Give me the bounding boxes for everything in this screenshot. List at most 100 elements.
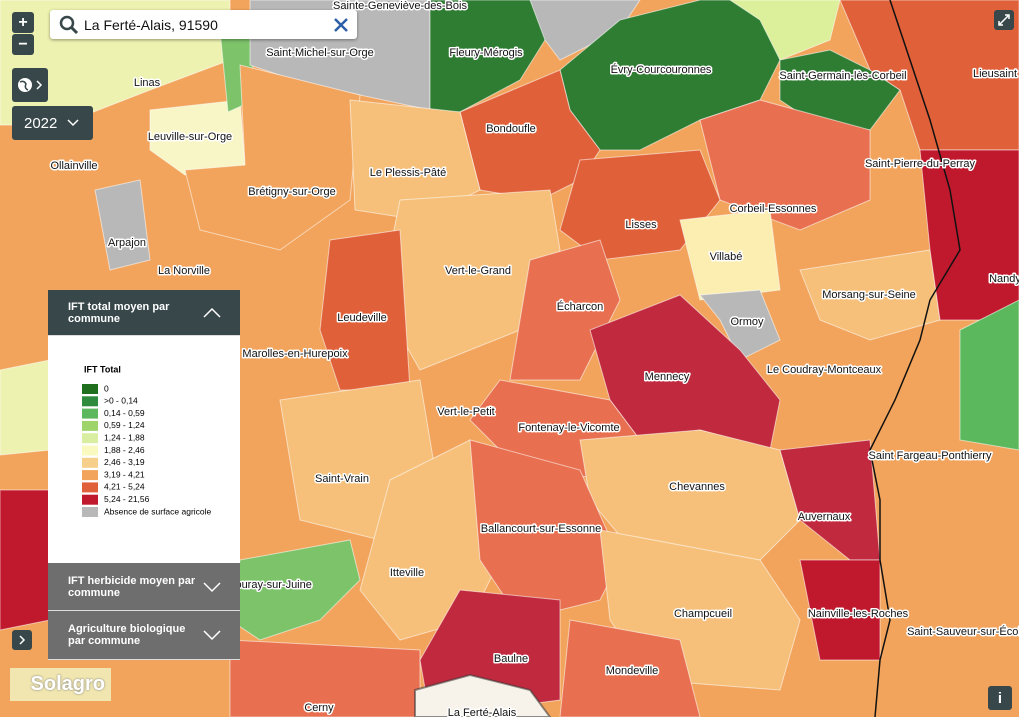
globe-icon bbox=[18, 78, 43, 92]
commune-label: Leuville-sur-Orge bbox=[148, 131, 232, 143]
legend-label: 3,19 - 4,21 bbox=[104, 469, 145, 479]
legend: IFT Total 0 >0 - 0,14 0,14 - 0,59 0,59 - 1,2… bbox=[48, 336, 240, 563]
chevron bbox=[203, 307, 221, 318]
panel-title[interactable]: IFT herbicide moyen par commune bbox=[68, 574, 196, 599]
commune-label: Saint-Vrain bbox=[315, 473, 369, 485]
commune-label: Évry-Courcouronnes bbox=[611, 63, 712, 76]
commune-label: Le Plessis-Pâté bbox=[370, 167, 446, 179]
area bbox=[729, 0, 841, 61]
boundary bbox=[869, 0, 961, 717]
panel-title[interactable]: Agriculture biologique par commune bbox=[68, 623, 186, 647]
legend-swatch bbox=[82, 470, 98, 481]
fullscreen-icon bbox=[998, 14, 1010, 26]
commune-label: Saint-Sauveur-sur-École bbox=[907, 625, 1019, 638]
legend-swatch bbox=[82, 408, 98, 419]
side-panel: IFT total moyen par commune IFT Total 0 >0… bbox=[48, 290, 240, 660]
area bbox=[0, 489, 51, 631]
commune-label: Corbeil-Essonnes bbox=[730, 203, 817, 215]
legend-swatch bbox=[82, 384, 98, 394]
commune-label: Lieusaint bbox=[973, 68, 1017, 80]
clear-button[interactable] bbox=[331, 15, 351, 35]
commune-label: Fontenay-le-Vicomte bbox=[518, 422, 619, 434]
legend-label: Absence de surface agricole bbox=[104, 506, 212, 516]
legend-label: 2,46 - 3,19 bbox=[104, 457, 145, 467]
zoom-out[interactable]: − bbox=[12, 34, 34, 55]
commune-label: Écharcon bbox=[557, 300, 603, 313]
search-value[interactable]: La Ferté-Alais, 91590 bbox=[84, 17, 218, 33]
fullscreen-button[interactable] bbox=[994, 10, 1014, 30]
logo[interactable]: Solagro bbox=[10, 668, 111, 701]
legend-label: 0,59 - 1,24 bbox=[104, 420, 145, 430]
commune-label: Sainte-Geneviève-des-Bois bbox=[333, 0, 467, 12]
panel-header[interactable]: IFT total moyen par commune bbox=[48, 290, 240, 336]
commune-label: Itteville bbox=[390, 567, 424, 579]
area bbox=[319, 229, 411, 391]
commune-label: Saint-Michel-sur-Orge bbox=[266, 47, 374, 59]
area bbox=[469, 439, 621, 621]
legend-swatch bbox=[82, 457, 98, 468]
year-select[interactable]: 2022 bbox=[12, 106, 93, 140]
area bbox=[579, 429, 801, 561]
panel-header[interactable]: Agriculture biologique par commune bbox=[48, 611, 240, 660]
commune-label: Morsang-sur-Seine bbox=[822, 289, 916, 301]
legend-label: >0 - 0,14 bbox=[104, 396, 138, 406]
search-icon[interactable] bbox=[54, 10, 84, 39]
area bbox=[94, 179, 151, 271]
area bbox=[0, 359, 51, 456]
commune-label: Bouray-sur-Juine bbox=[228, 579, 312, 591]
layers-button[interactable] bbox=[12, 68, 48, 102]
commune-label: Champcueil bbox=[674, 608, 732, 620]
commune-label: Baulne bbox=[494, 653, 528, 665]
area bbox=[414, 673, 552, 717]
commune-label: Ormoy bbox=[731, 316, 765, 328]
commune-label: Fleury-Mérogis bbox=[449, 47, 523, 59]
commune-label: Ollainville bbox=[50, 160, 97, 172]
legend-label: 5,24 - 21,56 bbox=[104, 494, 150, 504]
area bbox=[699, 289, 781, 361]
commune-label: Mondeville bbox=[606, 665, 659, 677]
commune-label: Chevannes bbox=[669, 481, 725, 493]
commune-label: Saint-Germain-lès-Corbeil bbox=[779, 70, 906, 82]
year-value[interactable]: 2022 bbox=[24, 114, 58, 132]
legend-swatch bbox=[82, 420, 98, 431]
search-box[interactable]: La Ferté-Alais, 91590 bbox=[50, 10, 357, 39]
commune-label: Vert-le-Grand bbox=[445, 265, 511, 277]
commune-label: Bondoufle bbox=[486, 123, 536, 135]
area bbox=[679, 209, 781, 301]
commune-label: Cerny bbox=[304, 702, 334, 714]
commune-label: Saint-Pierre-du-Perray bbox=[865, 158, 976, 170]
commune-label: Villabé bbox=[710, 251, 743, 263]
commune-label: La Norville bbox=[158, 265, 210, 277]
legend-svg: IFT Total 0 >0 - 0,14 0,14 - 0,59 0,59 - 1,2… bbox=[82, 364, 212, 517]
legend-swatch bbox=[82, 482, 98, 493]
legend-title: IFT Total bbox=[84, 364, 121, 374]
commune-label: Ballancourt-sur-Essonne bbox=[481, 523, 601, 535]
commune-label: Mennecy bbox=[645, 371, 690, 383]
area bbox=[229, 639, 421, 717]
area bbox=[559, 149, 721, 261]
legend-swatch bbox=[82, 507, 98, 517]
panel-header[interactable]: IFT herbicide moyen par commune bbox=[48, 563, 240, 611]
legend-label: 1,24 - 1,88 bbox=[104, 432, 145, 442]
area bbox=[959, 299, 1019, 451]
commune-label: Saint Fargeau-Ponthierry bbox=[869, 450, 992, 462]
area bbox=[779, 439, 881, 561]
panel-title[interactable]: IFT total moyen par commune bbox=[68, 300, 170, 325]
commune-label: Nandy bbox=[989, 273, 1019, 285]
expand-button[interactable] bbox=[12, 630, 32, 650]
commune-label: Leudeville bbox=[337, 312, 387, 324]
chevron bbox=[203, 582, 221, 593]
legend-label: 1,88 - 2,46 bbox=[104, 445, 145, 455]
zoom-in[interactable]: + bbox=[12, 12, 34, 33]
info-button[interactable]: i bbox=[988, 686, 1012, 710]
commune-label: La Ferté-Alais bbox=[448, 707, 517, 717]
legend-swatch bbox=[82, 433, 98, 444]
chevron bbox=[67, 119, 79, 127]
legend-swatch bbox=[82, 396, 98, 407]
commune-label: Nainville-les-Roches bbox=[808, 608, 909, 620]
commune-label: Le Coudray-Montceaux bbox=[767, 364, 882, 376]
legend-swatch bbox=[82, 494, 98, 505]
commune-label: Lisses bbox=[625, 219, 657, 231]
chevron bbox=[19, 635, 26, 645]
